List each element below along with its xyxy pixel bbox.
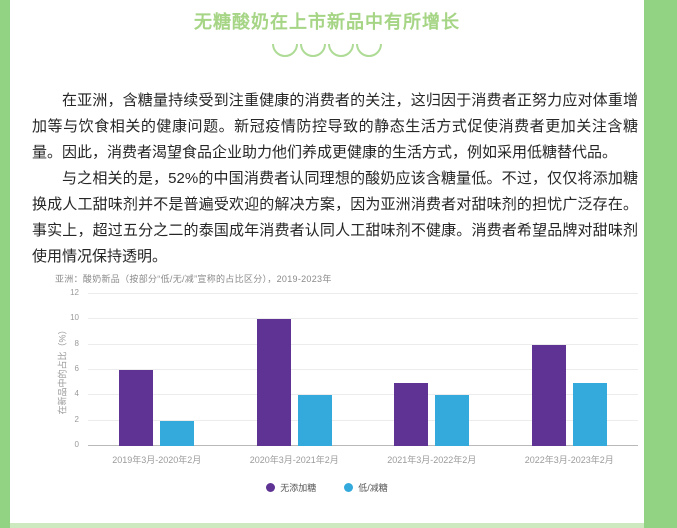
- bar: [435, 395, 470, 446]
- y-axis-gutter: 在新品中的占比（%） 0 2 4 6 8 10 12: [10, 288, 88, 449]
- x-tick-label: 2022年3月-2023年2月: [524, 455, 614, 465]
- legend-item: 无添加糖: [266, 481, 316, 494]
- bar: [394, 382, 429, 446]
- page-title: 无糖酸奶在上市新品中有所增长: [194, 12, 460, 32]
- x-tick-label: 2021年3月-2022年2月: [387, 455, 477, 465]
- y-tick-label: 8: [74, 338, 79, 348]
- gridline: [88, 293, 638, 294]
- x-tick-label: 2019年3月-2020年2月: [112, 455, 202, 465]
- bar: [531, 344, 566, 446]
- article-body: 在亚洲，含糖量持续受到注重健康的消费者的关注，这归因于消费者正努力应对体重增加等…: [10, 88, 644, 270]
- y-tick-label: 12: [70, 288, 79, 297]
- gridline: [88, 419, 638, 421]
- chart-title: 亚洲：酸奶新品（按部分“低/无/减”宣称的占比区分），2019-2023年: [55, 274, 332, 284]
- bar-group: [88, 294, 226, 446]
- bar-groups: [88, 294, 638, 446]
- legend-label: 无添加糖: [280, 483, 317, 493]
- legend-dot-icon: [344, 483, 354, 492]
- legend-dot-icon: [266, 483, 276, 492]
- bar: [297, 395, 332, 446]
- left-green-border: [0, 0, 10, 528]
- bar: [119, 370, 154, 446]
- paragraph: 在亚洲，含糖量持续受到注重健康的消费者的关注，这归因于消费者正努力应对体重增加等…: [32, 92, 638, 161]
- x-axis-line: [88, 445, 638, 446]
- right-green-border: [644, 0, 677, 528]
- y-tick-label: 4: [74, 389, 79, 399]
- page-content: 无糖酸奶在上市新品中有所增长 在亚洲，含糖量持续受到注重健康的消费者的关注，这归…: [10, 0, 644, 528]
- y-tick-label: 6: [74, 364, 79, 373]
- y-axis-label: 在新品中的占比（%）: [57, 325, 68, 415]
- chart-plot: [88, 293, 638, 446]
- legend-item: 低/减糖: [344, 481, 388, 494]
- bar-group: [501, 294, 639, 446]
- x-axis-labels: 2019年3月-2020年2月 2020年3月-2021年2月 2021年3月-20…: [88, 453, 638, 466]
- gridline: [88, 343, 638, 345]
- bar: [256, 319, 291, 446]
- chart-area: 在新品中的占比（%） 0 2 4 6 8 10 12: [10, 288, 638, 449]
- paragraph: 与之相关的是，52%的中国消费者认同理想的酸奶应该含糖量低。不过，仅仅将添加糖换…: [32, 170, 638, 265]
- y-tick-label: 0: [74, 440, 79, 449]
- yogurt-claims-bar-chart: 亚洲：酸奶新品（按部分“低/无/减”宣称的占比区分），2019-2023年 在新…: [10, 272, 644, 494]
- gridline: [88, 369, 638, 370]
- y-tick-label: 2: [74, 414, 79, 424]
- gridline: [88, 394, 638, 396]
- gridline: [88, 318, 638, 320]
- bar-group: [363, 294, 501, 446]
- bar: [572, 382, 607, 446]
- bar: [160, 420, 195, 446]
- legend-label: 低/减糖: [358, 483, 388, 493]
- y-tick-label: 10: [70, 313, 79, 323]
- bottom-green-band: [10, 523, 644, 528]
- chart-legend: 无添加糖 低/减糖: [10, 481, 644, 494]
- bar-group: [226, 294, 364, 446]
- x-tick-label: 2020年3月-2021年2月: [249, 455, 339, 465]
- scallop-decoration-icon: [272, 43, 382, 57]
